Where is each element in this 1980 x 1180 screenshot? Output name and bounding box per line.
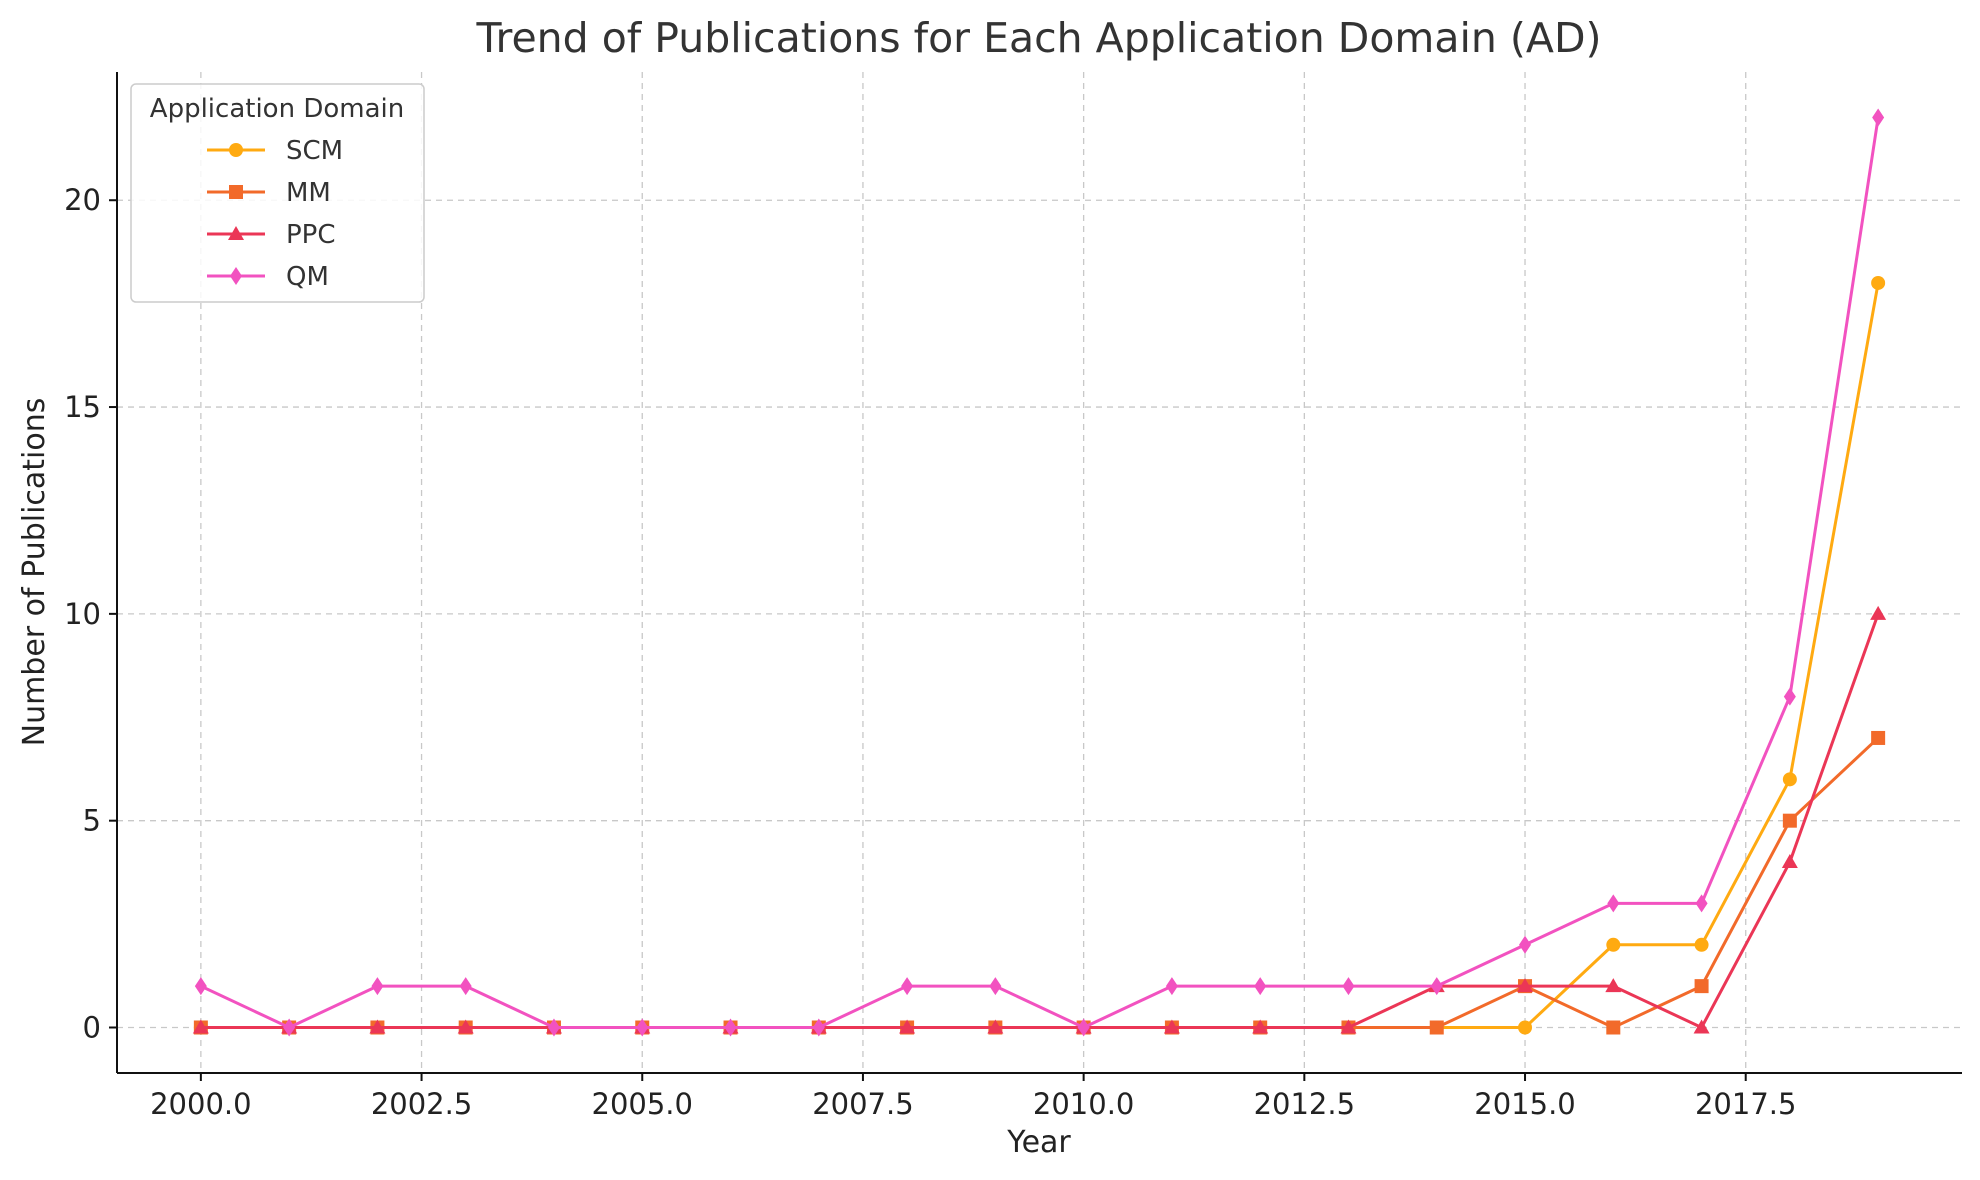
series — [192, 108, 1887, 1037]
data-point-ppc — [1870, 605, 1887, 620]
x-tick-label: 2012.5 — [1254, 1087, 1355, 1121]
y-tick-label: 10 — [64, 597, 101, 631]
data-point-ppc — [369, 1019, 386, 1034]
data-point-mm — [1429, 1020, 1444, 1035]
y-tick-label: 15 — [64, 390, 101, 424]
data-point-ppc — [1517, 978, 1534, 993]
data-point-scm — [1606, 937, 1621, 952]
legend-marker-mm — [229, 185, 243, 199]
data-point-scm — [1518, 1020, 1533, 1035]
series-mm — [193, 730, 1886, 1035]
data-point-ppc — [1252, 1019, 1269, 1034]
data-point-ppc — [987, 1019, 1004, 1034]
legend-box — [130, 83, 425, 303]
x-tick-label: 2017.5 — [1695, 1087, 1796, 1121]
y-tick-label: 5 — [83, 804, 101, 838]
data-point-qm — [1430, 977, 1443, 996]
series-line-ppc — [200, 613, 1880, 1029]
data-point-ppc — [1340, 1019, 1357, 1034]
x-tick-label: 2015.0 — [1474, 1087, 1575, 1121]
legend-items: SCM MM PPC QM — [207, 136, 343, 292]
legend-label-ppc: PPC — [286, 220, 336, 250]
x-tick-label: 2007.5 — [812, 1087, 913, 1121]
x-tick-label: 2002.5 — [371, 1087, 472, 1121]
data-point-mm — [1871, 730, 1886, 745]
chart-title: Trend of Publications for Each Applicati… — [475, 14, 1601, 62]
axes — [116, 72, 1962, 1074]
data-point-qm — [1783, 687, 1796, 706]
data-point-qm — [1872, 108, 1885, 127]
legend-item-mm: MM — [207, 178, 331, 208]
data-point-qm — [1342, 977, 1355, 996]
legend-marker-scm — [229, 143, 243, 157]
legend: Application Domain SCM MM PPC QM — [130, 83, 425, 303]
data-point-qm — [901, 977, 914, 996]
data-point-ppc — [192, 1019, 209, 1034]
series-line-mm — [200, 736, 1880, 1029]
legend-item-ppc: PPC — [207, 220, 336, 250]
series-scm — [193, 275, 1886, 1035]
data-point-qm — [1607, 894, 1620, 913]
legend-label-mm: MM — [286, 178, 331, 208]
x-axis-label: Year — [1006, 1125, 1071, 1160]
data-point-qm — [724, 1018, 737, 1037]
data-point-mm — [1606, 1020, 1621, 1035]
data-point-ppc — [457, 1019, 474, 1034]
x-tick-label: 2000.0 — [150, 1087, 251, 1121]
legend-marker-qm — [230, 267, 242, 285]
y-tick-label: 0 — [83, 1011, 101, 1045]
data-point-mm — [1782, 813, 1797, 828]
data-point-scm — [1871, 275, 1886, 290]
data-point-ppc — [1605, 978, 1622, 993]
y-axis-label: Number of Publications — [17, 398, 52, 747]
x-tick-label: 2010.0 — [1033, 1087, 1134, 1121]
data-point-ppc — [1163, 1019, 1180, 1034]
legend-item-qm: QM — [207, 262, 329, 292]
data-point-qm — [1519, 935, 1532, 954]
series-line-qm — [200, 117, 1880, 1029]
data-point-qm — [1254, 977, 1267, 996]
data-point-ppc — [1693, 1019, 1710, 1034]
y-tick-label: 20 — [64, 183, 101, 217]
data-point-qm — [812, 1018, 825, 1037]
legend-label-scm: SCM — [286, 136, 343, 166]
data-point-qm — [371, 977, 384, 996]
legend-label-qm: QM — [286, 262, 329, 292]
data-point-scm — [1694, 937, 1709, 952]
legend-marker-ppc — [228, 226, 244, 240]
data-point-qm — [194, 977, 207, 996]
data-point-qm — [1165, 977, 1178, 996]
ticks: 2000.0 2002.5 2005.0 2007.5 2010.0 2012.5 2015… — [64, 183, 1796, 1121]
legend-title: Application Domain — [150, 94, 404, 124]
data-point-qm — [1077, 1018, 1090, 1037]
data-point-qm — [283, 1018, 296, 1037]
data-point-qm — [989, 977, 1002, 996]
data-point-ppc — [899, 1019, 916, 1034]
data-point-qm — [459, 977, 472, 996]
data-point-scm — [1782, 772, 1797, 787]
data-point-qm — [547, 1018, 560, 1037]
data-point-ppc — [1781, 854, 1798, 869]
data-point-qm — [1695, 894, 1708, 913]
series-line-scm — [200, 282, 1880, 1029]
series-ppc — [192, 605, 1887, 1034]
series-qm — [194, 108, 1885, 1037]
data-point-qm — [636, 1018, 649, 1037]
legend-item-scm: SCM — [207, 136, 343, 166]
data-point-mm — [1694, 979, 1709, 994]
x-tick-label: 2005.0 — [592, 1087, 693, 1121]
